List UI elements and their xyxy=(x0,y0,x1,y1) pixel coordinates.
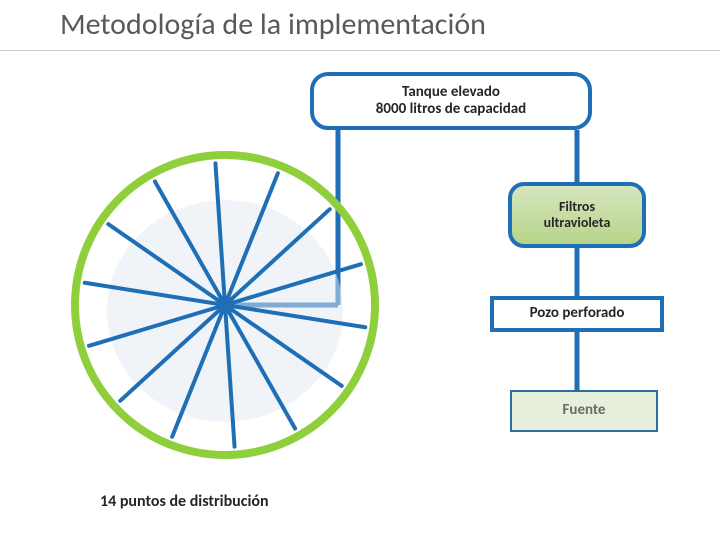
distribution-wheel xyxy=(75,155,375,455)
box-well: Pozo perforado xyxy=(490,296,664,332)
filter-line1: Filtros xyxy=(544,199,611,215)
box-tank: Tanque elevado 8000 litros de capacidad xyxy=(310,72,592,130)
filter-line2: ultravioleta xyxy=(544,215,611,231)
caption-distribution: 14 puntos de distribución xyxy=(100,492,269,511)
source-label: Fuente xyxy=(563,402,606,419)
well-label: Pozo perforado xyxy=(530,305,625,322)
box-filter: Filtros ultravioleta xyxy=(508,182,646,248)
tank-line1: Tanque elevado xyxy=(376,84,526,101)
box-source: Fuente xyxy=(510,390,658,432)
tank-line2: 8000 litros de capacidad xyxy=(376,101,526,118)
